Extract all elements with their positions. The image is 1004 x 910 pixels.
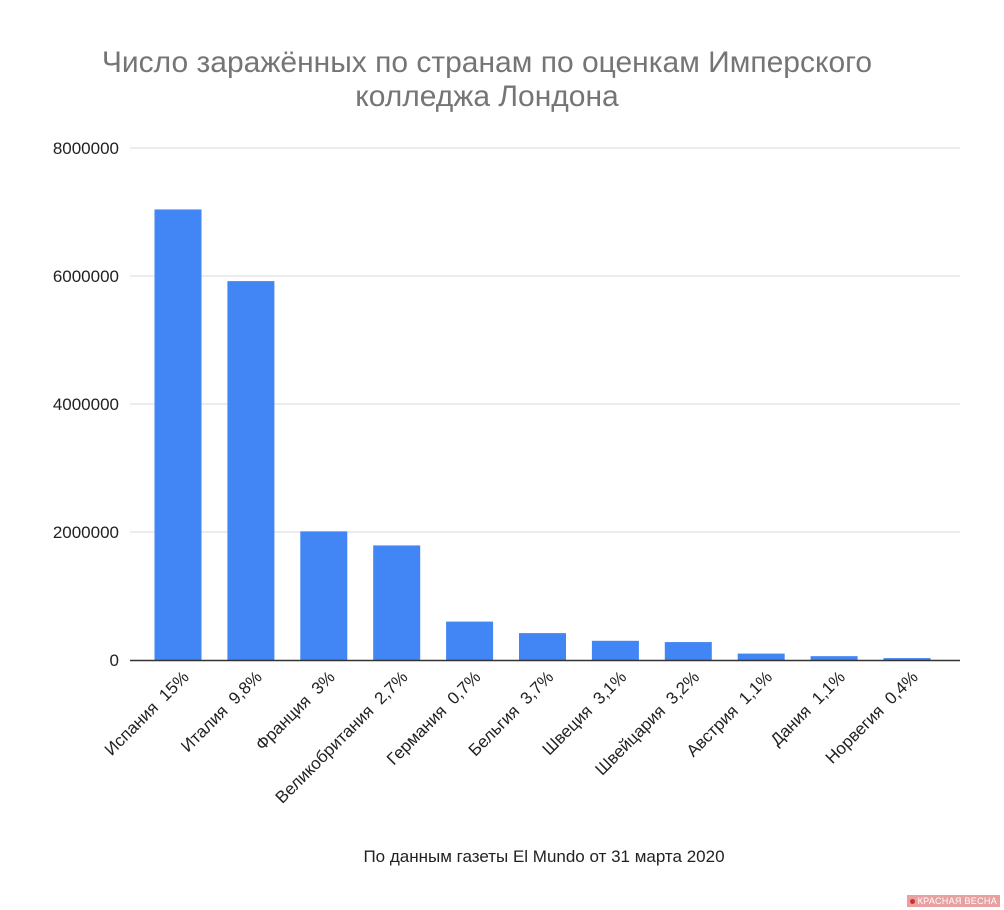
logo-dot-icon <box>909 899 915 905</box>
x-axis-label: По данным газеты El Mundo от 31 марта 20… <box>363 847 724 866</box>
y-tick-label: 2000000 <box>53 523 119 542</box>
watermark-logo: КРАСНАЯ ВЕСНА <box>906 895 1000 907</box>
y-tick-label: 4000000 <box>53 395 119 414</box>
bar <box>300 531 348 660</box>
bar <box>591 640 639 660</box>
bar <box>664 642 712 660</box>
bar <box>737 653 785 660</box>
bars <box>154 209 931 660</box>
bar <box>810 656 858 660</box>
chart-title-line-2: колледжа Лондона <box>355 80 619 113</box>
y-axis-ticks: 0 2000000 4000000 6000000 8000000 <box>53 139 119 670</box>
bar <box>227 281 275 660</box>
watermark-text: КРАСНАЯ ВЕСНА <box>917 896 997 906</box>
x-tick-label: Великобритания 2,7% <box>272 667 412 807</box>
chart-title-line-1: Число заражённых по странам по оценкам И… <box>102 46 872 79</box>
x-axis-categories: Испания 15%Италия 9,8%Франция 3%Великобр… <box>101 667 922 807</box>
y-tick-label: 6000000 <box>53 267 119 286</box>
bar <box>446 621 494 660</box>
x-tick-label: Дания 1,1% <box>767 667 849 749</box>
y-tick-label: 8000000 <box>53 139 119 158</box>
bar <box>373 545 421 660</box>
bar <box>883 658 931 660</box>
bar <box>519 633 566 660</box>
bar <box>154 209 202 660</box>
y-tick-label: 0 <box>110 651 119 670</box>
